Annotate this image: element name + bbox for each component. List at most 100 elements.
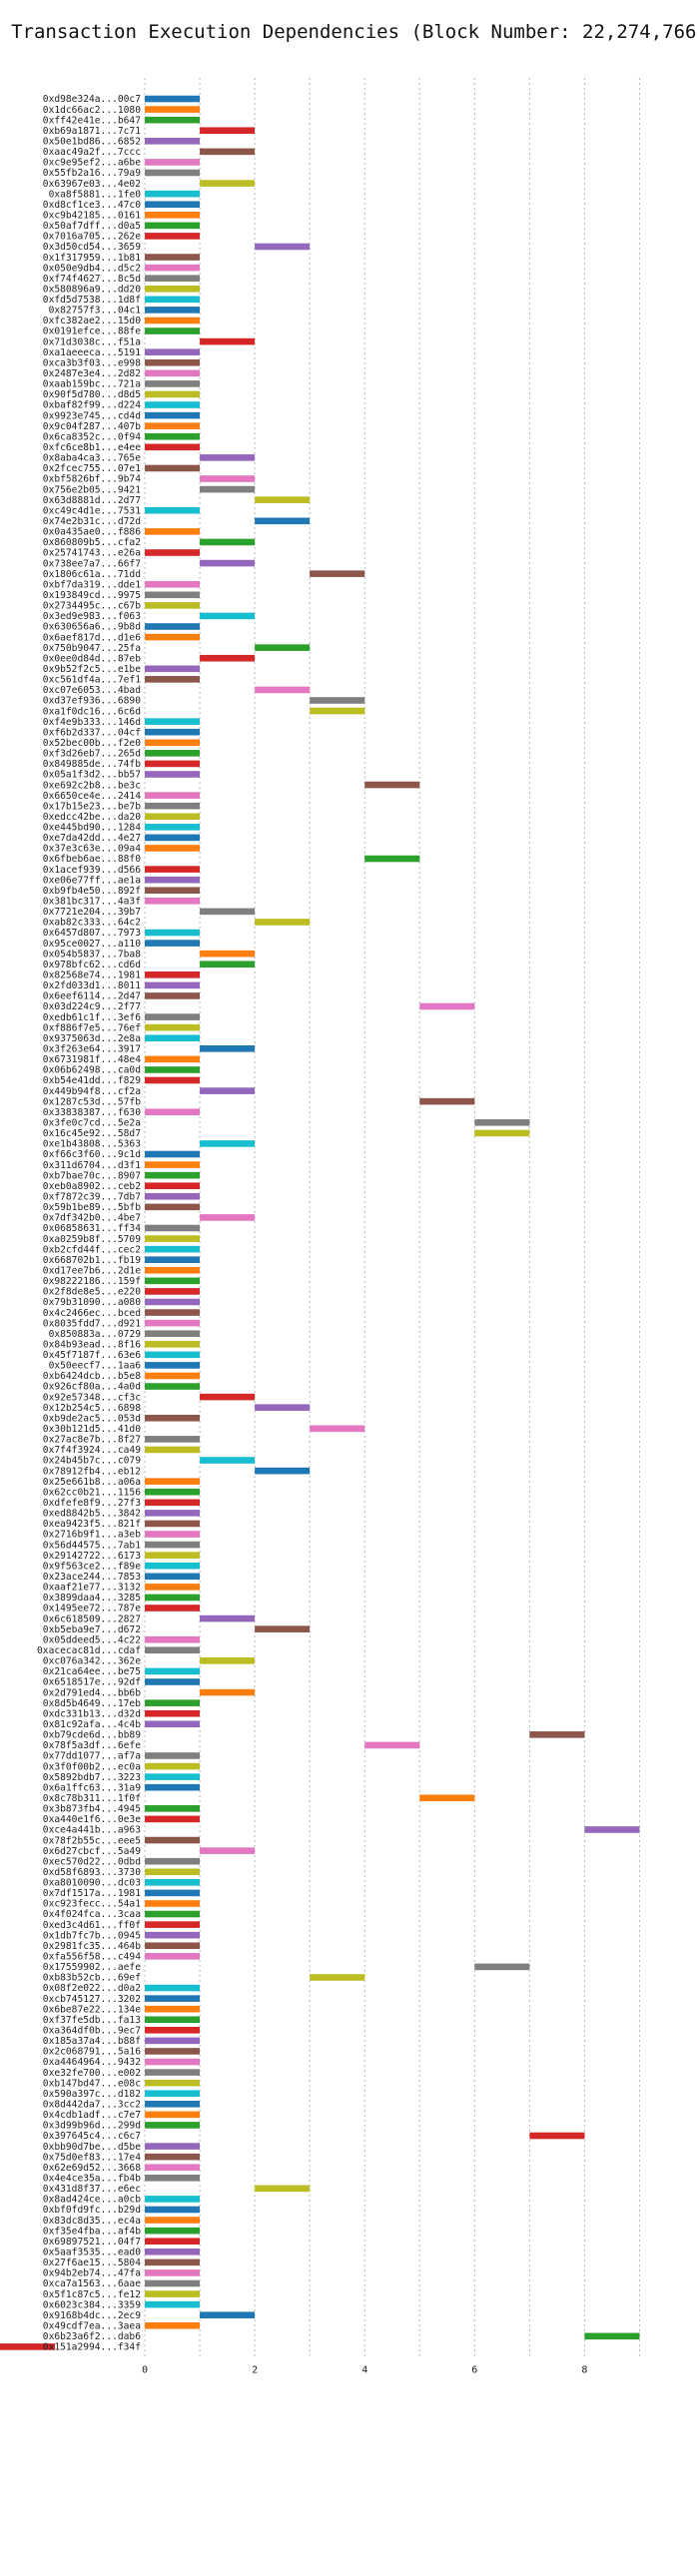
y-tick-label: 0x5892bdb7...3223 [43, 1772, 141, 1783]
y-tick-label: 0xf66c3f60...9c1d [43, 1149, 141, 1160]
y-tick-label: 0xd58f6893...3730 [43, 1867, 141, 1878]
bar [310, 697, 365, 704]
y-tick-label: 0xfa556f58...c494 [43, 1952, 141, 1963]
bar [145, 296, 201, 304]
bar [145, 940, 201, 947]
bar [145, 1773, 201, 1780]
y-tick-label: 0x25e661b8...a06a [43, 1477, 141, 1488]
y-tick-label: 0x62cc0b21...1156 [43, 1487, 141, 1498]
bar [145, 623, 201, 630]
bar [145, 739, 201, 747]
y-tick-label: 0x33838387...f630 [43, 1107, 141, 1118]
bar [145, 2217, 201, 2224]
bar [145, 285, 201, 293]
y-tick-label: 0xd8cf1ce3...47c0 [43, 200, 141, 211]
bar [584, 1826, 640, 1833]
y-tick-label: 0xc561df4a...7ef1 [43, 675, 141, 686]
bar [145, 222, 201, 230]
y-tick-label: 0xec570d22...0dbd [43, 1856, 141, 1867]
y-tick-label: 0x98222186...159f [43, 1276, 141, 1287]
bar [145, 233, 201, 240]
bar [145, 1266, 201, 1274]
bar [145, 1879, 201, 1886]
y-tick-label: 0x978bfc62...cd6d [43, 960, 141, 970]
y-tick-label: 0xdfefe8f9...27f3 [43, 1498, 141, 1509]
y-tick-label: 0x6d27cbcf...5a49 [43, 1846, 141, 1857]
bar [529, 2132, 585, 2140]
y-tick-label: 0xb54e41dd...f829 [43, 1075, 141, 1086]
y-tick-label: 0x83dc8d35...ec4a [43, 2216, 141, 2227]
bar [145, 1815, 201, 1823]
y-tick-label: 0x6518517e...92df [43, 1677, 141, 1688]
y-tick-label: 0xfc382ae2...15d0 [43, 316, 141, 326]
y-tick-label: 0x185a37a4...b88f [43, 2036, 141, 2047]
bar [200, 148, 256, 156]
y-tick-label: 0xaab159bc...721a [43, 379, 141, 390]
y-tick-label: 0x311d6704...d3f1 [43, 1160, 141, 1171]
bar [145, 2206, 201, 2214]
y-tick-label: 0x7df1517a...1981 [43, 1888, 141, 1899]
bar [145, 1931, 201, 1939]
bar [310, 1425, 365, 1433]
bar [474, 1118, 530, 1126]
bar [145, 95, 201, 103]
bar [474, 1963, 530, 1971]
x-tick-label: 2 [252, 2364, 258, 2375]
y-tick-label: 0x56d44575...7ab1 [43, 1540, 141, 1551]
y-tick-label: 0x668702b1...fb19 [43, 1255, 141, 1266]
bar [200, 1140, 256, 1147]
bar [145, 528, 201, 535]
bar [145, 1520, 201, 1528]
y-tick-label: 0x849885de...74fb [43, 759, 141, 770]
bar [145, 2143, 201, 2150]
bar [145, 1288, 201, 1295]
y-tick-label: 0x9b52f2c5...e1be [43, 664, 141, 675]
y-tick-label: 0xa440e1f6...0e3e [43, 1814, 141, 1825]
x-tick-label: 6 [471, 2364, 477, 2375]
bar [145, 1857, 201, 1865]
bar [145, 1034, 201, 1042]
bar [364, 855, 420, 863]
y-tick-label: 0x7df342b0...4be7 [43, 1213, 141, 1224]
y-tick-label: 0xe7da42dd...4e27 [43, 833, 141, 844]
y-tick-label: 0x16c45e92...58d7 [43, 1128, 141, 1139]
y-tick-label: 0xce4a441b...a963 [43, 1825, 141, 1836]
y-tick-label: 0x750b9047...25fa [43, 643, 141, 654]
bar [200, 1847, 256, 1854]
bar [145, 380, 201, 387]
y-tick-label: 0xf35e4fba...af4b [43, 2226, 141, 2237]
x-tick-labels: 0 2 4 6 8 [142, 2364, 587, 2375]
y-tick-label: 0x580896a9...dd20 [43, 284, 141, 295]
bar [145, 898, 201, 905]
y-tick-label: 0x6457d807...7973 [43, 928, 141, 939]
bar [145, 1235, 201, 1242]
bar [200, 1214, 256, 1221]
bar [200, 337, 256, 345]
y-tick-label: 0x3d99b96d...299d [43, 2121, 141, 2132]
y-tick-label: 0x52bec00b...f2e0 [43, 738, 141, 749]
y-tick-label: 0xc9e95ef2...a6be [43, 158, 141, 169]
y-tick-label: 0x59b1be89...5bfb [43, 1202, 141, 1213]
y-tick-label: 0x84b93ead...8f16 [43, 1339, 141, 1350]
bar [145, 876, 201, 884]
bar [145, 2196, 201, 2203]
bar [145, 106, 201, 113]
y-tick-label: 0xe445bd90...1284 [43, 823, 141, 834]
y-tick-label: 0xf74f4627...8c5d [43, 274, 141, 285]
y-tick-label: 0x30b121d5...41d0 [43, 1424, 141, 1435]
bar [145, 317, 201, 324]
bar [145, 2016, 201, 2024]
y-tick-label: 0x4cdb1adf...c7e7 [43, 2110, 141, 2121]
bar [145, 1573, 201, 1581]
bar [145, 1298, 201, 1306]
bar [145, 401, 201, 408]
y-tick-label: 0xb83b52cb...69ef [43, 1973, 141, 1984]
y-tick-label: 0x82757f3...04c1 [49, 306, 142, 317]
y-tick-label: 0x79b31090...a080 [43, 1297, 141, 1308]
y-tick-label: 0x75d0ef83...17e4 [43, 2152, 141, 2163]
bar [200, 1087, 256, 1094]
y-tick-label: 0xed3c4d61...ff0f [43, 1920, 141, 1931]
y-tick-label: 0xe692c2b8...be3c [43, 780, 141, 791]
y-tick-label: 0x8d5b4649...17eb [43, 1698, 141, 1709]
bar [145, 2164, 201, 2172]
